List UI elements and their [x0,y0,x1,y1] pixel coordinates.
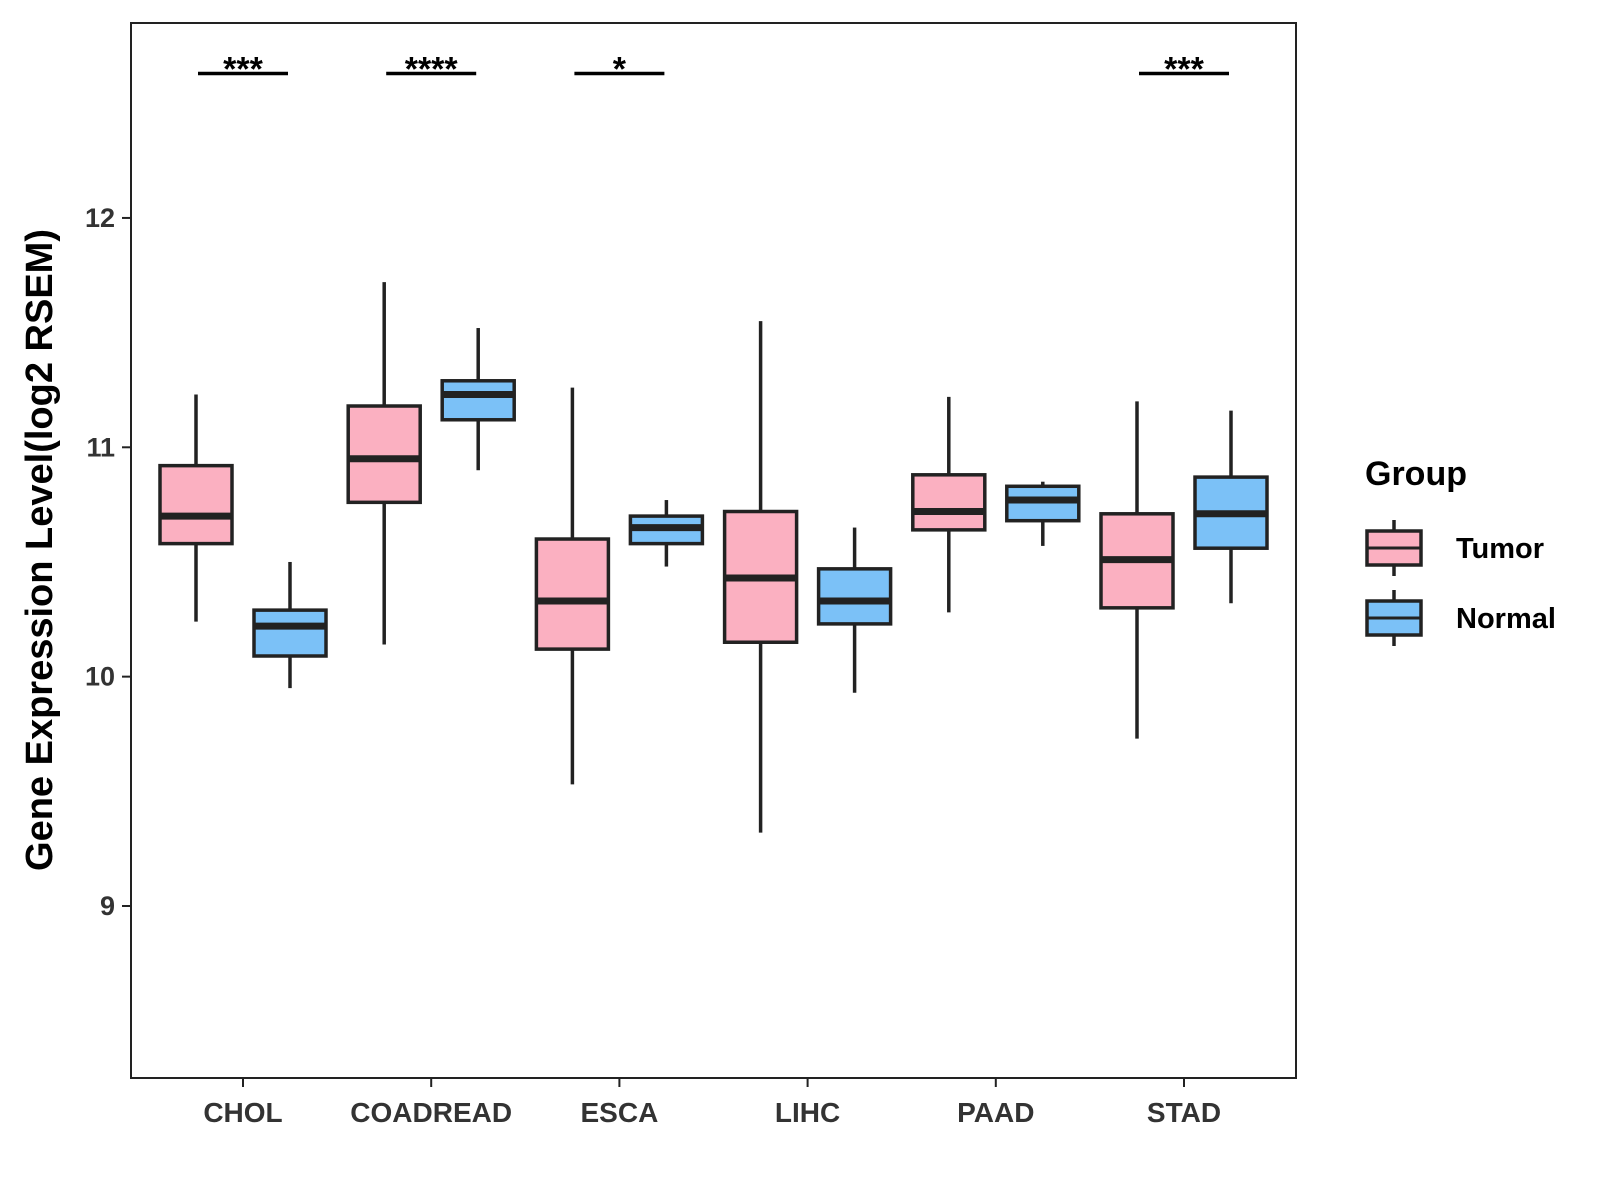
plot-panel-border [130,22,1297,1079]
box-normal-lihc [816,527,893,693]
box-body [534,537,611,651]
x-tick-label-lihc: LIHC [775,1097,840,1128]
x-tick-label-esca: ESCA [581,1097,659,1128]
legend-item-normal: Normal [1365,590,1556,646]
significance-layer: *** **** * *** [198,50,1229,88]
legend-label-normal: Normal [1456,603,1556,635]
significance-label: *** [1164,50,1204,88]
box-normal-esca [628,500,705,567]
significance-label: * [613,50,627,88]
box-body [346,404,422,505]
y-axis-title: Gene Expression Level(log2 RSEM) [19,229,61,871]
box-body [158,463,234,546]
box-normal-paad [1005,481,1081,546]
box-body [252,608,328,658]
box-body [816,567,893,626]
legend-item-tumor: Tumor [1365,520,1544,576]
x-tick-label-stad: STAD [1147,1097,1221,1128]
x-axis: CHOL COADREAD ESCA LIHC PAAD STAD [203,1078,1221,1128]
y-axis: 9 10 11 12 [85,203,131,921]
significance-coadread: **** [386,50,477,88]
box-tumor-stad [1099,401,1175,739]
legend-label-tumor: Tumor [1456,533,1544,565]
box-tumor-coadread [346,282,422,645]
x-tick-label-paad: PAAD [957,1097,1034,1128]
box-layer [158,282,1269,833]
box-tumor-chol [158,394,234,622]
significance-chol: *** [198,50,288,88]
significance-esca: * [574,50,665,88]
significance-label: **** [405,50,459,88]
box-normal-stad [1193,410,1269,604]
y-tick-label: 9 [100,891,115,921]
significance-label: *** [223,50,263,88]
legend-title: Group [1365,455,1467,493]
y-tick-label: 12 [85,203,115,233]
box-tumor-esca [534,387,611,785]
box-tumor-paad [911,396,987,613]
box-normal-chol [252,561,328,689]
significance-stad: *** [1139,50,1229,88]
box-body [440,379,516,422]
x-tick-label-coadread: COADREAD [350,1097,512,1128]
box-body [911,473,987,532]
y-tick-label: 11 [86,432,115,462]
legend: Group Tumor Normal [1365,455,1556,646]
box-tumor-lihc [722,321,799,833]
x-tick-label-chol: CHOL [203,1097,282,1128]
box-normal-coadread [440,328,516,471]
y-tick-label: 10 [85,662,115,692]
